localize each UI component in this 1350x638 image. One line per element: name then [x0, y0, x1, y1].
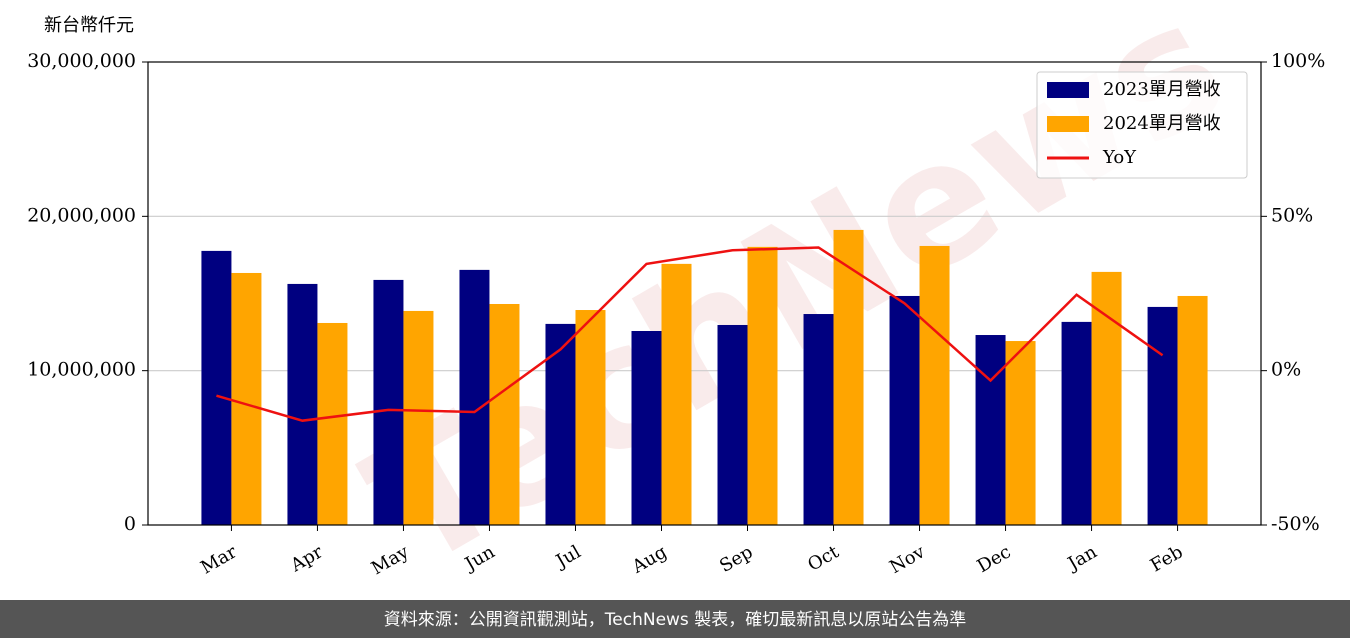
bar	[803, 314, 834, 525]
bar	[631, 331, 662, 525]
legend-label: YoY	[1102, 147, 1137, 168]
bar	[287, 283, 318, 525]
bar	[1177, 295, 1208, 525]
bar	[317, 322, 348, 525]
x-tick-label: Apr	[286, 541, 326, 576]
x-tick-label: Jul	[551, 541, 585, 573]
bar	[1147, 306, 1178, 525]
x-tick-label: Jan	[1063, 541, 1101, 575]
footer-bar	[0, 600, 1350, 638]
bar	[489, 303, 520, 525]
legend-swatch	[1047, 82, 1089, 98]
bar	[833, 229, 864, 525]
legend-swatch	[1047, 116, 1089, 132]
bar	[919, 245, 950, 525]
bar	[231, 272, 262, 525]
bar	[717, 324, 748, 525]
x-tick-label: Aug	[628, 541, 671, 578]
y-tick-label: 30,000,000	[27, 50, 136, 72]
bar	[575, 310, 606, 525]
bar	[373, 279, 404, 525]
footer-text: 資料來源：公開資訊觀測站，TechNews 製表，確切最新訊息以原站公告為準	[384, 610, 966, 630]
bar	[1005, 341, 1036, 525]
y-axis-label: 新台幣仟元	[44, 15, 134, 36]
bar	[747, 246, 778, 525]
y-tick-label: 10,000,000	[27, 359, 136, 381]
legend-label: 2024單月營收	[1103, 113, 1221, 134]
y-tick-label: 20,000,000	[27, 204, 136, 226]
bar	[459, 269, 490, 525]
bar	[889, 295, 920, 525]
bar	[975, 335, 1006, 525]
x-tick-label: Feb	[1147, 541, 1187, 576]
y2-tick-label: 50%	[1271, 204, 1313, 226]
bar	[403, 310, 434, 525]
bar	[661, 263, 692, 525]
bar	[1061, 321, 1092, 525]
y-tick-label: 0	[124, 513, 136, 535]
x-tick-label: Mar	[197, 541, 241, 578]
plot-frame	[147, 61, 1262, 526]
y2-tick-label: 100%	[1271, 50, 1325, 72]
x-tick-label: Dec	[974, 541, 1015, 577]
y2-tick-label: -50%	[1271, 513, 1320, 535]
bar	[1091, 271, 1122, 525]
legend-label: 2023單月營收	[1103, 79, 1221, 100]
x-tick-label: Oct	[804, 541, 843, 576]
yoy-line	[216, 246, 1164, 422]
x-tick-label: Sep	[716, 541, 756, 576]
legend-box	[1036, 71, 1248, 179]
y2-tick-label: 0%	[1271, 359, 1301, 381]
bar	[545, 323, 576, 525]
bar	[201, 250, 232, 526]
x-tick-label: Nov	[886, 541, 929, 578]
